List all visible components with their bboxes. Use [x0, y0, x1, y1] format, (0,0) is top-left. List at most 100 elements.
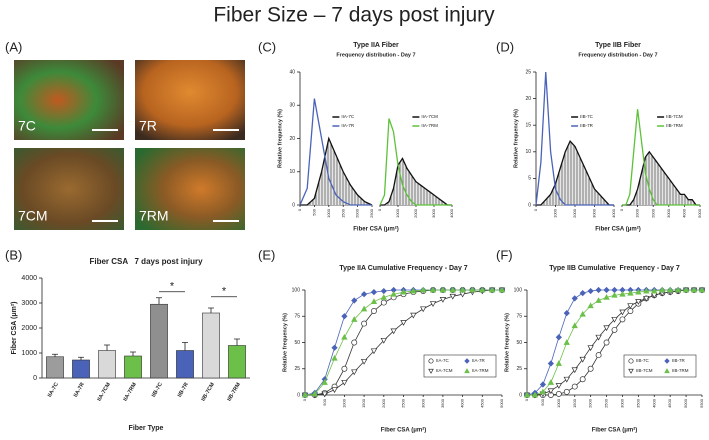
legend-label: IIB-7CM	[636, 368, 653, 373]
error-bar	[156, 297, 162, 305]
x-tick-label: 3000	[620, 398, 625, 408]
marker	[555, 334, 562, 341]
marker	[523, 391, 531, 398]
legend-box	[623, 354, 697, 378]
x-axis-label: Fiber CSA (μm²)	[381, 427, 426, 434]
marker	[690, 286, 698, 293]
y-tick-label: 0	[297, 392, 300, 398]
marker	[341, 313, 348, 320]
marker	[380, 337, 387, 344]
error-bar	[130, 351, 136, 356]
marker	[331, 387, 338, 394]
distribution-area	[300, 136, 373, 206]
marker	[361, 320, 368, 327]
panel-label: (E)	[258, 247, 275, 262]
marker	[643, 295, 650, 302]
x-tick-label: 0	[524, 398, 529, 401]
bar	[72, 359, 90, 379]
x-tick-label: IIB-7CM	[201, 381, 217, 402]
marker	[595, 286, 602, 294]
distribution-area	[299, 98, 372, 206]
y-tick-label: 0	[528, 202, 531, 208]
x-tick-label: IIA-7C	[47, 382, 60, 399]
marker	[555, 391, 562, 397]
y-tick-label: 3000	[21, 300, 37, 307]
marker	[321, 379, 328, 385]
legend-label: IIA-7RM	[472, 368, 489, 373]
x-tick-label: 3500	[440, 398, 445, 408]
y-tick-label: 0	[33, 375, 37, 382]
y-tick-label: 15	[525, 123, 531, 129]
marker	[579, 376, 586, 383]
error-bar	[182, 342, 188, 351]
x-tick-label: 2000	[588, 398, 593, 408]
legend-label: IIA-7C	[341, 114, 355, 119]
marker	[547, 388, 555, 395]
x-tick-label: 1000	[395, 208, 400, 218]
marker	[390, 328, 397, 335]
x-tick-label: 500	[540, 398, 545, 405]
panel-label: (C)	[258, 39, 276, 54]
marker	[488, 286, 496, 293]
marker	[698, 286, 706, 293]
marker	[390, 290, 397, 297]
x-tick-label: 4000	[681, 208, 686, 218]
x-tick-label: 1000	[635, 208, 640, 218]
significance-mark: *	[222, 286, 227, 298]
x-axis-label: Fiber Type	[129, 425, 164, 432]
y-tick-label: 50	[294, 340, 300, 346]
marker	[531, 391, 539, 398]
y-tick-label: 10	[525, 149, 531, 155]
y-axis-label: Fiber CSA (μm²)	[11, 301, 18, 354]
x-tick-label: 0	[619, 208, 624, 211]
error-bar	[78, 356, 84, 360]
marker	[400, 288, 407, 295]
marker	[351, 297, 358, 304]
marker	[331, 354, 338, 361]
x-tick-label: 500	[311, 208, 316, 215]
marker	[380, 299, 387, 306]
marker	[563, 339, 570, 345]
x-tick-label: 1000	[341, 398, 346, 408]
marker	[439, 297, 447, 303]
distribution-area	[622, 150, 700, 206]
legend-swatch	[428, 358, 434, 364]
x-tick-label: 2500	[604, 398, 609, 408]
y-tick-label: 20	[289, 136, 295, 142]
y-tick-label: 25	[294, 366, 300, 372]
marker	[547, 379, 555, 385]
marker	[547, 392, 554, 398]
x-tick-label: 500	[322, 398, 327, 405]
legend-label: IIB-7C	[580, 114, 594, 119]
marker	[341, 379, 348, 386]
marker	[331, 344, 338, 351]
marker	[341, 365, 348, 372]
distribution-area	[379, 118, 452, 206]
x-tick-label: 3000	[666, 208, 671, 218]
legend-label: IIA-7RM	[421, 123, 438, 128]
marker	[587, 287, 594, 295]
marker	[539, 381, 547, 388]
marker	[555, 360, 563, 366]
x-tick-label: 1000	[553, 208, 558, 218]
marker	[539, 388, 547, 395]
image-panel: (A) 7C 7R 7CM 7RM	[5, 39, 245, 230]
marker	[341, 333, 348, 340]
legend-label: IIB-7RM	[666, 123, 683, 128]
marker	[587, 365, 594, 372]
marker	[587, 345, 594, 352]
marker	[449, 286, 456, 293]
marker	[571, 367, 578, 374]
legend-label: IIB-7C	[636, 358, 650, 363]
marker	[603, 294, 610, 300]
marker	[619, 309, 626, 316]
marker	[370, 289, 378, 296]
marker	[611, 316, 618, 323]
y-tick-label: 10	[289, 169, 295, 175]
y-tick-label: 50	[516, 340, 522, 346]
marker	[603, 339, 610, 346]
distribution-area	[622, 109, 700, 206]
x-tick-label: 2000	[572, 208, 577, 218]
marker	[595, 352, 602, 358]
